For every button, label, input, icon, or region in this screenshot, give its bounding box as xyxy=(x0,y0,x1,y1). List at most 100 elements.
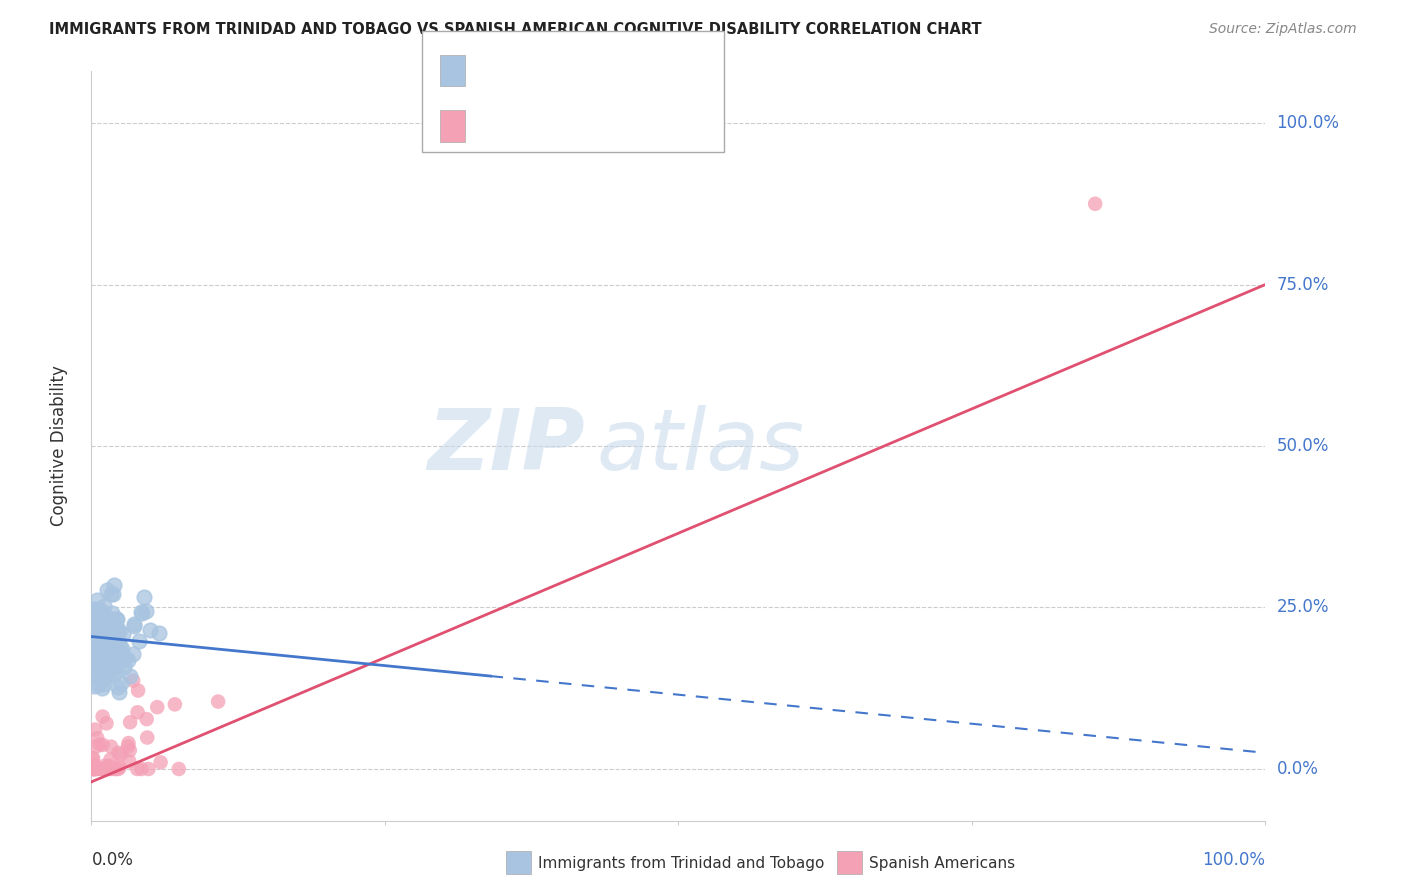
Point xyxy=(82,612,104,626)
Point xyxy=(100,587,122,601)
Text: N =: N = xyxy=(578,118,626,136)
Point xyxy=(91,606,114,620)
Text: 0.808: 0.808 xyxy=(515,118,567,136)
Point xyxy=(93,626,115,640)
Point xyxy=(91,625,114,640)
Point xyxy=(89,626,111,640)
Point xyxy=(96,648,118,662)
Point xyxy=(108,760,131,774)
Point xyxy=(207,694,229,708)
Point xyxy=(83,654,105,668)
Point xyxy=(87,619,110,633)
Point xyxy=(91,644,114,658)
Text: 0.0%: 0.0% xyxy=(91,851,134,869)
Point xyxy=(112,627,135,641)
Point xyxy=(118,754,141,768)
Point xyxy=(93,671,115,685)
Point xyxy=(89,617,111,632)
Point xyxy=(91,738,114,752)
Point xyxy=(148,626,170,640)
Point xyxy=(131,762,153,776)
Point xyxy=(110,676,132,690)
Point xyxy=(100,619,122,633)
Point xyxy=(163,698,186,712)
Point xyxy=(86,739,108,754)
Point xyxy=(118,743,141,757)
Point xyxy=(89,644,111,658)
Point xyxy=(86,602,108,616)
Point xyxy=(139,623,162,637)
Text: -0.172: -0.172 xyxy=(515,62,574,80)
Point xyxy=(111,641,134,656)
Point xyxy=(108,685,131,699)
Y-axis label: Cognitive Disability: Cognitive Disability xyxy=(51,366,69,526)
Text: 100.0%: 100.0% xyxy=(1202,851,1265,869)
Point xyxy=(122,673,145,688)
Point xyxy=(87,651,110,665)
Text: atlas: atlas xyxy=(596,404,804,488)
Text: 114: 114 xyxy=(623,62,658,80)
Point xyxy=(90,635,112,649)
Point xyxy=(107,622,129,636)
Point xyxy=(82,644,104,658)
Point xyxy=(90,604,112,618)
Point xyxy=(86,762,108,776)
Text: 25.0%: 25.0% xyxy=(1277,599,1329,616)
Point xyxy=(127,683,149,698)
Point xyxy=(93,632,115,647)
Point xyxy=(149,756,172,770)
Point xyxy=(108,624,131,639)
Point xyxy=(82,762,104,776)
Point xyxy=(128,633,150,648)
Point xyxy=(82,762,104,776)
Point xyxy=(82,634,104,648)
Point xyxy=(86,593,108,607)
Point xyxy=(135,712,157,726)
Point xyxy=(104,612,127,626)
Point xyxy=(96,668,118,682)
Point xyxy=(89,738,111,752)
Point xyxy=(100,606,122,620)
Point xyxy=(93,677,115,691)
Point xyxy=(91,627,114,641)
Point xyxy=(96,762,118,776)
Point xyxy=(105,660,128,674)
Point xyxy=(83,679,105,693)
Point xyxy=(103,661,125,675)
Point xyxy=(83,762,105,776)
Point xyxy=(100,752,122,766)
Point xyxy=(122,647,145,661)
Point xyxy=(90,670,112,684)
Point xyxy=(1084,196,1107,211)
Text: Immigrants from Trinidad and Tobago: Immigrants from Trinidad and Tobago xyxy=(538,856,825,871)
Point xyxy=(103,622,125,636)
Point xyxy=(93,599,115,614)
Point xyxy=(96,582,118,597)
Point xyxy=(105,612,128,626)
Point xyxy=(117,739,139,754)
Point xyxy=(91,625,114,640)
Point xyxy=(90,653,112,667)
Point xyxy=(118,669,141,683)
Point xyxy=(122,619,145,633)
Point xyxy=(108,639,131,653)
Point xyxy=(136,731,159,745)
Point xyxy=(98,649,121,664)
Point xyxy=(138,762,160,776)
Point xyxy=(98,615,121,629)
Point xyxy=(84,605,107,619)
Point xyxy=(96,629,118,643)
Point xyxy=(91,681,114,695)
Text: 57: 57 xyxy=(623,118,645,136)
Point xyxy=(93,762,115,776)
Point xyxy=(90,762,112,776)
Point xyxy=(82,757,104,772)
Point xyxy=(108,644,131,658)
Point xyxy=(83,637,105,651)
Point xyxy=(146,700,169,714)
Point xyxy=(84,640,107,654)
Point xyxy=(91,762,114,776)
Point xyxy=(107,746,129,760)
Point xyxy=(86,731,108,745)
Point xyxy=(93,618,115,632)
